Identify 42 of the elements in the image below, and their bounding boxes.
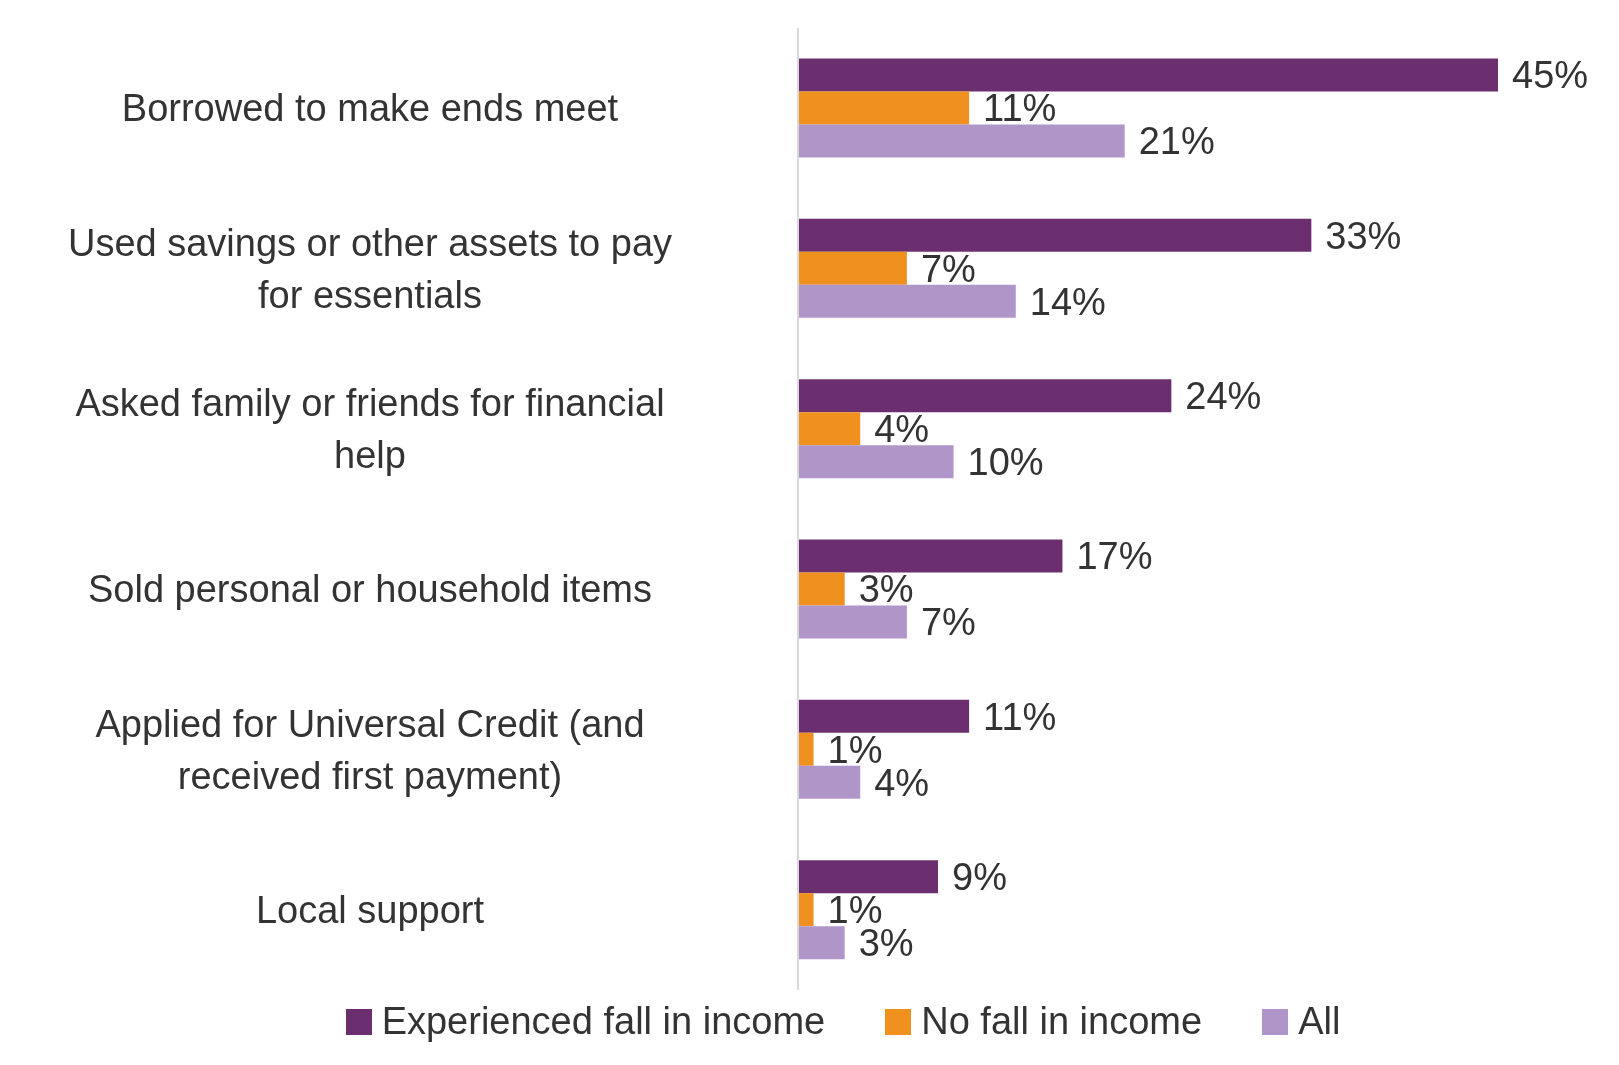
data-label: 33% [1325,214,1402,257]
bar [798,572,845,606]
data-label: 4% [874,408,930,451]
data-label: 11% [983,695,1057,738]
bar [798,284,1016,318]
y-tick-label: Used savings or other assets to pay for essentials [67,221,673,316]
y-tick-label: Sold personal or household items [87,568,653,611]
bar [798,926,845,960]
bar [798,58,1498,92]
y-tick-label: Applied for Universal Credit (and received first payment) [95,702,645,797]
bar [798,379,1172,413]
bar [798,124,1125,158]
bar [798,860,938,894]
data-label: 9% [952,856,1007,899]
bar [798,91,970,125]
bar [798,218,1312,252]
data-label: 11% [983,87,1057,130]
data-label: 10% [967,441,1044,484]
data-label: 7% [920,601,976,644]
bar [798,605,907,639]
data-label: 1% [827,728,883,771]
legend-label: Experienced fall in income [380,1000,826,1043]
bar [798,765,861,799]
bar [798,732,814,766]
data-label: 3% [858,568,914,611]
bar [798,412,861,446]
legend-label: All [1297,1000,1341,1043]
data-label: 45% [1512,54,1589,97]
y-tick-label: Asked family or friends for financial help [75,381,665,476]
bar [798,251,907,285]
bar [798,539,1063,573]
data-label: 17% [1076,535,1153,578]
bar [798,445,954,479]
y-tick-label: Borrowed to make ends meet [121,87,619,130]
data-label: 14% [1029,280,1106,323]
data-label: 7% [920,247,976,290]
bar [798,893,814,927]
data-label: 24% [1185,375,1262,418]
y-tick-label: Local support [255,888,485,931]
bar [798,699,970,733]
legend-label: No fall in income [920,1000,1203,1043]
data-label: 21% [1138,120,1215,163]
